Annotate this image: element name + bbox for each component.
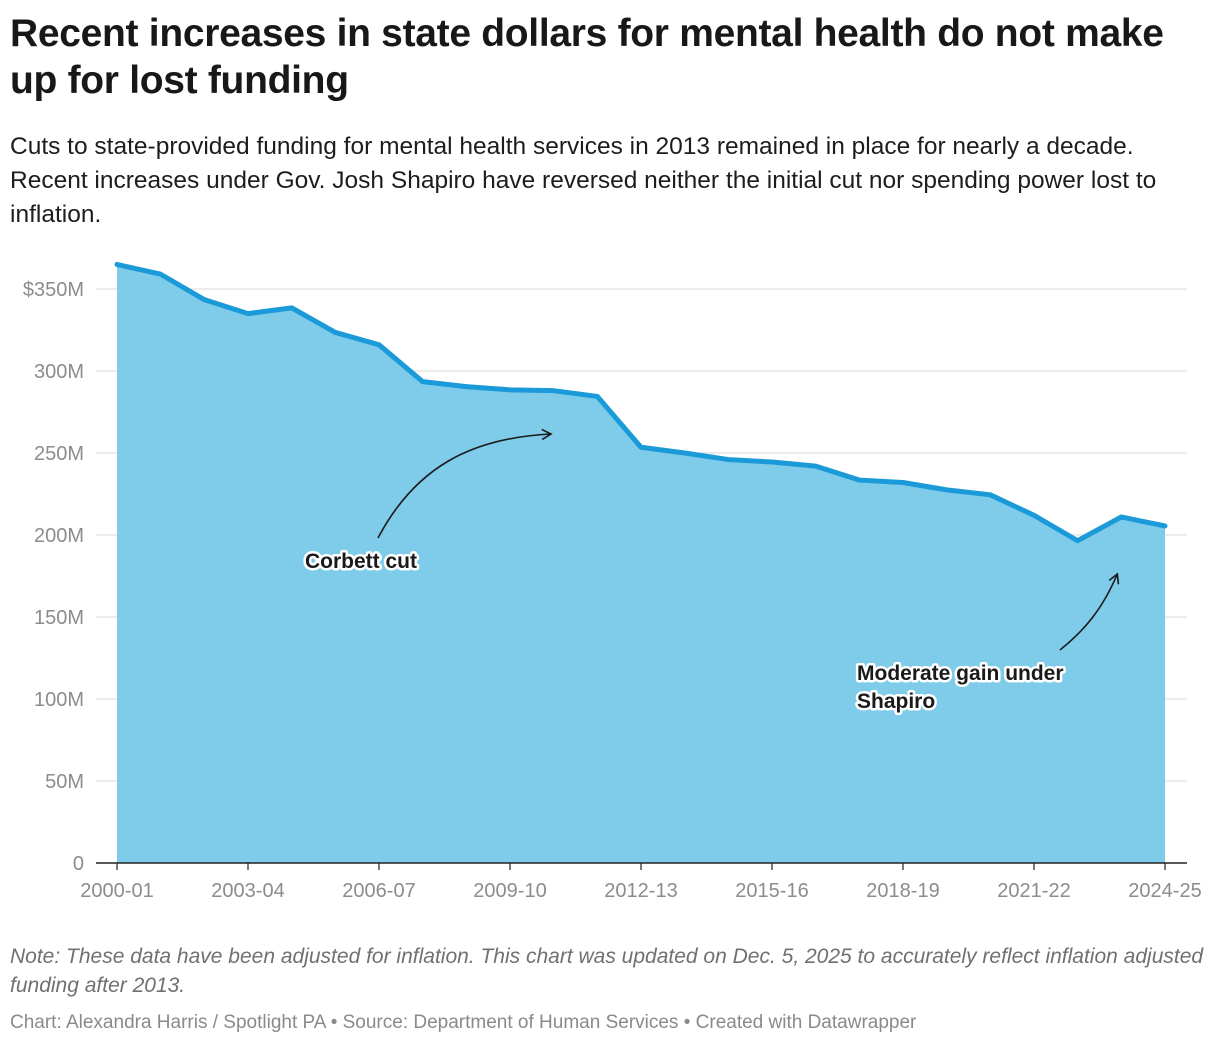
annotations: Corbett cut Moderate gain under Shapiro <box>303 428 1120 716</box>
y-tick-label: 0 <box>73 853 84 875</box>
x-tick-label: 2015-16 <box>735 880 808 902</box>
shapiro-arrow <box>1059 572 1120 651</box>
chart-note: Note: These data have been adjusted for … <box>10 945 1204 997</box>
x-tick-label: 2006-07 <box>342 880 415 902</box>
x-tick-label: 2024-25 <box>1128 880 1201 902</box>
annotation-corbett-cut: Corbett cut <box>305 550 417 573</box>
area-fill <box>117 264 1165 863</box>
annotation-line: Moderate gain under <box>857 662 1064 685</box>
y-axis-labels: 0 50M 100M 150M 200M 250M 300M $350M <box>23 279 84 875</box>
x-tick-label: 2018-19 <box>866 880 939 902</box>
x-tick-label: 2009-10 <box>473 880 546 902</box>
annotation-shapiro: Moderate gain under Shapiro <box>857 662 1064 713</box>
x-axis-labels: 2000-01 2003-04 2006-07 2009-10 2012-13 2015-… <box>80 863 1202 902</box>
chart-credits: Chart: Alexandra Harris / Spotlight PA •… <box>10 1012 917 1033</box>
chart-subtitle: Cuts to state-provided funding for menta… <box>10 133 1157 228</box>
y-tick-label: $350M <box>23 279 84 301</box>
x-tick-label: 2000-01 <box>80 880 153 902</box>
y-tick-label: 200M <box>34 525 84 547</box>
corbett-arrow <box>377 428 553 539</box>
y-tick-label: 250M <box>34 443 84 465</box>
area-series <box>114 261 1168 863</box>
series-line <box>114 261 1168 544</box>
x-tick-label: 2003-04 <box>211 880 284 902</box>
y-tick-label: 100M <box>34 689 84 711</box>
y-tick-label: 300M <box>34 361 84 383</box>
x-tick-label: 2012-13 <box>604 880 677 902</box>
x-tick-label: 2021-22 <box>997 880 1070 902</box>
chart-title: Recent increases in state dollars for me… <box>10 12 1164 102</box>
annotation-line: Shapiro <box>857 690 935 713</box>
y-tick-label: 150M <box>34 607 84 629</box>
y-tick-label: 50M <box>45 771 84 793</box>
